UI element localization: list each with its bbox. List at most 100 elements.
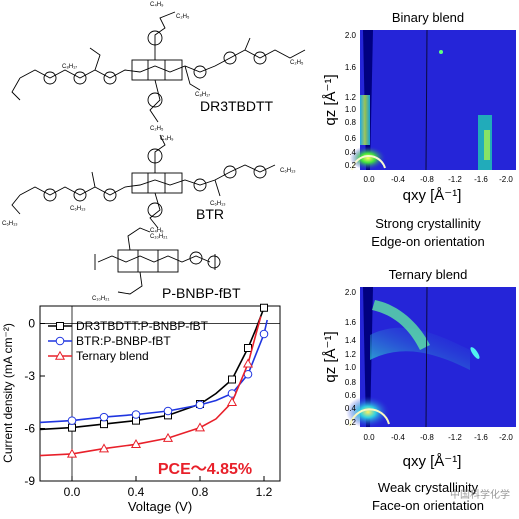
substituent-label: C₁₀H₂₁: [92, 296, 110, 302]
legend-marker: [54, 350, 66, 360]
chart-frame: [39, 305, 281, 482]
series-point-2: [242, 358, 254, 368]
y-tick-label: 1.4: [345, 336, 357, 345]
y-tick-label: 1.2: [345, 350, 357, 359]
y-tick-label: 0: [28, 317, 35, 331]
x-tick-label: -0.8: [420, 175, 434, 184]
giwaxs-binary-panel: Binary blend 2.0 1.6 1.2 1.0 0.8 0.6 0.4…: [322, 10, 516, 249]
y-tick-label: 0.6: [345, 391, 357, 400]
series-point-0: [260, 303, 268, 312]
molecule-label-pbnbpfbt: P-BNBP-fBT: [162, 285, 241, 301]
substituent-label: C₂H₅: [290, 60, 304, 66]
x-tick-label: -1.6: [474, 175, 488, 184]
substituent-label: C₆H₁₃: [210, 201, 226, 207]
series-point-2: [226, 397, 238, 406]
x-tick-label: -1.6: [474, 433, 488, 442]
y-tick-label: 0.4: [345, 404, 357, 413]
x-tick-label: -0.4: [391, 175, 405, 184]
y-tick-label: 1.6: [345, 63, 357, 72]
legend-label: Ternary blend: [76, 349, 149, 363]
x-tick-label: -0.4: [391, 433, 405, 442]
panel-title: Ternary blend: [389, 267, 468, 282]
legend-label: BTR:P-BNBP-fBT: [76, 334, 171, 348]
legend-label: DR3TBDTT:P-BNBP-fBT: [76, 319, 209, 333]
chart-legend: DR3TBDTT:P-BNBP-fBTBTR:P-BNBP-fBTTernary…: [48, 319, 209, 363]
x-tick-label: 0.8: [192, 485, 209, 499]
legend-marker: [56, 322, 64, 330]
molecule-label-btr: BTR: [196, 206, 224, 222]
molecule-structures: [11, 11, 306, 295]
x-tick-label: -1.2: [448, 175, 462, 184]
series-point-1: [259, 329, 269, 339]
substituent-label: C₁₀H₂₁: [150, 234, 168, 240]
x-tick-label: -0.8: [420, 433, 434, 442]
legend-marker: [55, 336, 65, 346]
substituent-label: C₆H₁₃: [2, 221, 18, 227]
x-tick-label: -2.0: [499, 175, 513, 184]
watermark-text: 中国科学化学: [450, 488, 510, 501]
chart-series-group: [39, 303, 269, 458]
molecule-substituent-labels: C₄H₉ C₂H₅ C₈H₁₇ C₈H₁₇ C₂H₅ C₂H₅ C₄H₉ C₆H…: [2, 2, 304, 302]
series-point-0: [68, 423, 76, 432]
y-tick-label: -3: [24, 369, 35, 383]
btr-structure: [11, 134, 276, 229]
y-tick-label: 0.2: [345, 418, 357, 427]
x-tick-label: -1.2: [448, 433, 462, 442]
giwaxs-ternary-yticks: 2.0 1.6 1.4 1.2 1.0 0.8 0.6 0.4 0.2: [345, 288, 357, 427]
caption-line: Weak crystallinity: [378, 480, 479, 495]
substituent-label: C₄H₉: [160, 136, 174, 142]
y-axis-label: qz [Å⁻¹]: [322, 74, 339, 125]
y-tick-label: 1.0: [345, 363, 357, 372]
giwaxs-binary-xticks: 0.0 -0.4 -0.8 -1.2 -1.6 -2.0: [363, 175, 513, 184]
caption-line: Edge-on orientation: [371, 234, 484, 249]
substituent-label: C₂H₅: [176, 14, 190, 20]
substituent-label: C₄H₉: [150, 228, 164, 234]
x-axis-label: Voltage (V): [128, 499, 192, 514]
y-tick-label: 0.2: [345, 161, 357, 170]
pbnbpfbt-structure: [94, 227, 221, 295]
y-tick-label: 1.0: [345, 105, 357, 114]
molecule-label-dr3tbdtt: DR3TBDTT: [200, 98, 274, 114]
series-point-1: [67, 416, 77, 425]
series-point-2: [194, 422, 206, 432]
y-tick-label: 2.0: [345, 31, 357, 40]
giwaxs-image: [350, 29, 516, 171]
y-axis-label: qz [Å⁻¹]: [322, 331, 339, 382]
x-tick-label: 0.0: [64, 485, 81, 499]
x-axis-label: qxy [Å⁻¹]: [403, 453, 462, 470]
y-tick-label: -9: [24, 474, 35, 488]
pce-annotation: PCE～4.85%: [158, 461, 252, 478]
x-axis-label: qxy [Å⁻¹]: [403, 187, 462, 204]
y-tick-label: 1.2: [345, 93, 357, 102]
series-point-1: [195, 400, 205, 410]
series-point-1: [131, 410, 141, 419]
substituent-label: C₆H₁₃: [70, 206, 86, 212]
y-tick-label: 2.0: [345, 288, 357, 297]
series-point-2: [98, 443, 110, 453]
giwaxs-ternary-panel: Ternary blend 2.0 1.6 1.4 1.2 1.0 0.8 0.…: [322, 267, 516, 513]
substituent-label: C₂H₅: [150, 126, 164, 132]
x-tick-label: -2.0: [499, 433, 513, 442]
giwaxs-binary-yticks: 2.0 1.6 1.2 1.0 0.8 0.6 0.4 0.2: [345, 31, 357, 170]
giwaxs-image: [346, 286, 516, 428]
series-point-0: [228, 375, 236, 384]
x-tick-label: 0.4: [128, 485, 145, 499]
series-point-2: [162, 432, 174, 442]
y-tick-label: 0.8: [345, 378, 357, 387]
caption-line: Face-on orientation: [372, 498, 484, 513]
substituent-label: C₄H₉: [150, 2, 164, 8]
x-tick-label: 0.0: [363, 175, 375, 184]
y-tick-label: 1.6: [345, 318, 357, 327]
dr3tbdtt-structure: [11, 11, 306, 123]
series-point-1: [163, 406, 173, 416]
giwaxs-ternary-xticks: 0.0 -0.4 -0.8 -1.2 -1.6 -2.0: [363, 433, 513, 442]
caption-line: Strong crystallinity: [375, 216, 481, 231]
y-axis-label: Current density (mA cm⁻²): [1, 323, 15, 463]
x-tick-label: 0.0: [363, 433, 375, 442]
jv-chart: 0.0 0.4 0.8 1.2 0 -3 -6 -9 DR3TBDTT:P-BNBP-fBTB…: [1, 303, 281, 514]
x-tick-label: 1.2: [256, 485, 273, 499]
series-point-0: [100, 420, 108, 429]
substituent-label: C₈H₁₇: [195, 92, 210, 98]
series-point-2: [66, 448, 78, 458]
